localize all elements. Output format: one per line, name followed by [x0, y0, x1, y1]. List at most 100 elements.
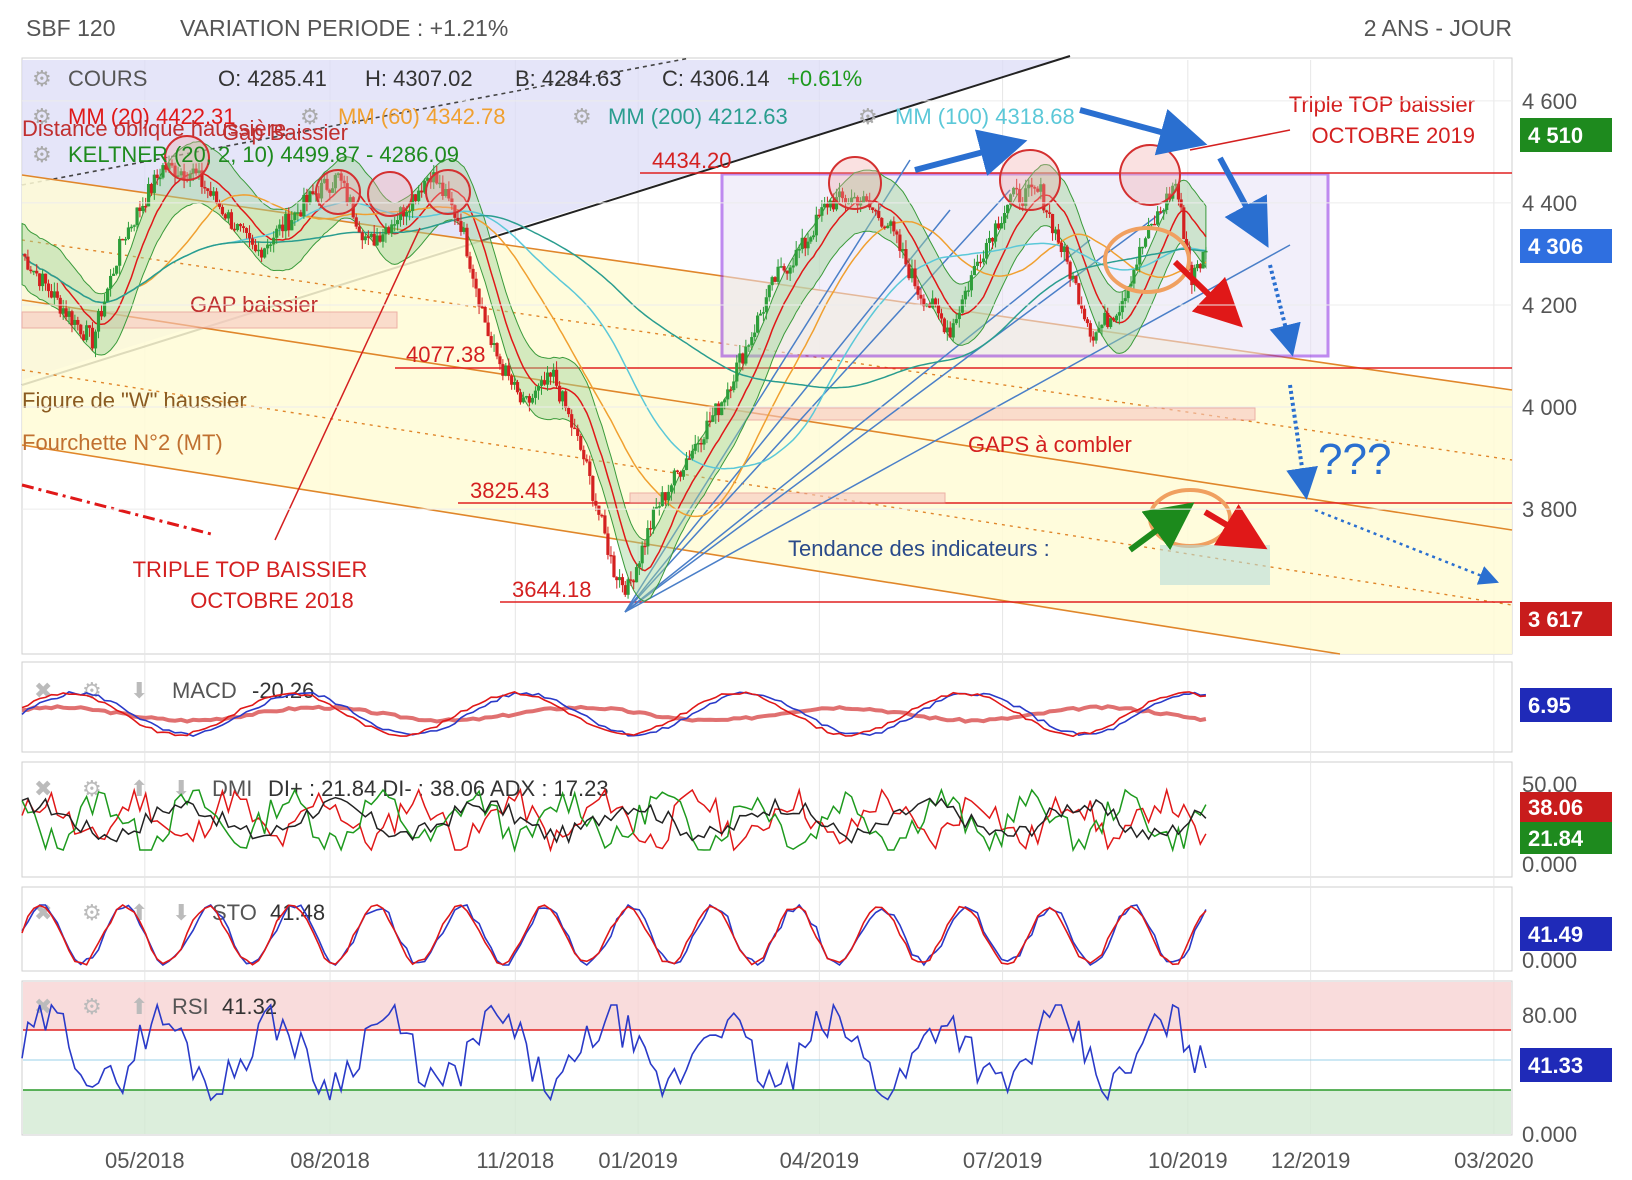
gear-icon[interactable]: ⚙ [572, 104, 592, 129]
close-icon[interactable]: ✖ [34, 994, 52, 1019]
candle-body [29, 269, 33, 272]
candle-body [152, 174, 156, 193]
dmi-value: DI+ : 21.84 DI- : 38.06 ADX : 17.23 [268, 776, 609, 801]
candle-body [435, 172, 439, 184]
candle-body [975, 261, 980, 266]
candle-body [375, 235, 379, 246]
candle-body [663, 492, 667, 501]
candle-body [58, 297, 62, 314]
candle-body [823, 203, 827, 208]
gear-icon[interactable]: ⚙ [82, 994, 102, 1019]
candle-body [229, 212, 234, 229]
badge-4510 [1520, 118, 1612, 152]
candle-body [800, 237, 804, 250]
close-icon[interactable]: ✖ [34, 776, 52, 801]
candle-body [384, 227, 388, 235]
candle-body [360, 232, 364, 241]
candle-body [761, 312, 766, 314]
candle-body [317, 193, 321, 199]
candle-body [626, 579, 630, 595]
candle-body [548, 372, 553, 377]
candle-body [843, 198, 848, 204]
badge-macd-text: 6.95 [1528, 693, 1571, 718]
candle-body [785, 270, 789, 274]
blue-arrow-3 [1217, 156, 1269, 248]
gear-icon[interactable]: ⚙ [32, 66, 52, 91]
candle-body [474, 278, 478, 289]
arrow-up-icon[interactable]: ⬆ [130, 900, 148, 925]
candle-body [126, 227, 131, 239]
tendance-annotation: Tendance des indicateurs : [788, 536, 1050, 561]
gear-icon[interactable]: ⚙ [82, 678, 102, 703]
candle-body [542, 380, 547, 385]
candle-body [1065, 246, 1069, 262]
arrow-down-icon[interactable]: ⬇ [130, 678, 148, 703]
fork-line-3 [21, 444, 1341, 655]
candle-body [936, 305, 941, 314]
arrow-up-icon[interactable]: ⬆ [130, 776, 148, 801]
gear-icon[interactable]: ⚙ [32, 104, 52, 129]
candle-body [278, 224, 282, 229]
arrow-down-icon[interactable]: ⬇ [172, 776, 190, 801]
sto-k-line [21, 903, 1207, 967]
candle-body [158, 177, 162, 180]
gear-icon[interactable]: ⚙ [82, 900, 102, 925]
candle-body [417, 190, 421, 202]
candle-body [1071, 275, 1075, 279]
candle-body [64, 308, 68, 317]
candle-body [634, 567, 639, 583]
candle-body [600, 514, 604, 517]
candle-body [272, 237, 276, 245]
candle-body [244, 228, 249, 233]
badge-sto [1520, 917, 1612, 951]
candle-body [588, 461, 592, 476]
gear-icon[interactable]: ⚙ [32, 142, 52, 167]
candle-body [591, 475, 595, 501]
candle-body [226, 212, 230, 219]
candle-body [82, 334, 86, 341]
candle-body [649, 528, 653, 530]
macd-signal-line [21, 691, 1206, 738]
candle-body [378, 235, 382, 242]
candle-body [241, 226, 246, 229]
badge-3617-text: 3 617 [1528, 607, 1583, 632]
candle-body [791, 265, 795, 268]
candle-body [1091, 336, 1095, 341]
fourchette-annotation: Fourchette N°2 (MT) [22, 430, 223, 455]
candle-body [803, 237, 807, 249]
arrow-down-icon[interactable]: ⬇ [172, 900, 190, 925]
candle-body [646, 528, 650, 547]
candle-body [46, 283, 51, 292]
badge-di-minus-text: 38.06 [1528, 795, 1583, 820]
gear-icon[interactable]: ⚙ [858, 104, 878, 129]
candle-body [1074, 275, 1078, 284]
candle-body [831, 200, 836, 210]
gear-icon[interactable]: ⚙ [82, 776, 102, 801]
candle-body [1106, 312, 1110, 327]
candle-body [990, 237, 995, 242]
gear-icon[interactable]: ⚙ [300, 104, 320, 129]
mm20-line [21, 171, 1207, 572]
dmi-panel [21, 761, 1513, 878]
candle-body [1171, 185, 1175, 199]
candle-body [43, 273, 48, 284]
candle-body [447, 189, 451, 199]
candle-body [32, 270, 36, 273]
candle-body [1146, 225, 1151, 239]
candle-body [865, 196, 869, 201]
candle-body [901, 249, 905, 251]
badge-di-plus [1520, 822, 1612, 854]
candle-body [524, 396, 528, 398]
candle-body [623, 585, 627, 595]
candle-body [52, 291, 56, 298]
candle-body [387, 227, 391, 234]
arrow-up-icon[interactable]: ⬆ [130, 994, 148, 1019]
candle-body [345, 183, 349, 203]
candle-body [1030, 184, 1034, 188]
candle-body [87, 325, 92, 328]
candle-body [70, 311, 74, 325]
adx-line [21, 796, 1207, 845]
candle-body [735, 362, 739, 382]
candle-body [814, 214, 818, 236]
gaps-annotation: GAPS à combler [968, 432, 1132, 457]
